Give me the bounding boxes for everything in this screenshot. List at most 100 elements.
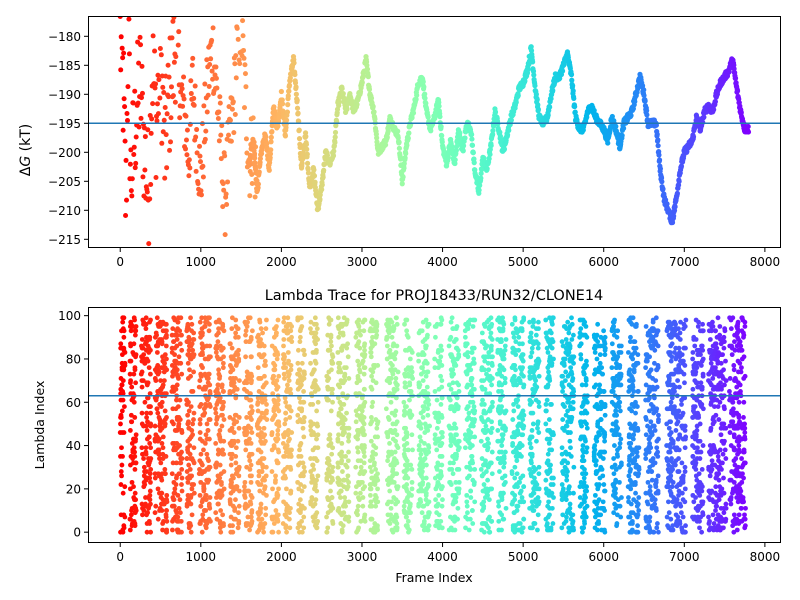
lambda-point — [285, 369, 291, 375]
lambda-point — [271, 521, 277, 526]
dg-point — [257, 156, 263, 162]
lambda-point — [228, 369, 234, 375]
dg-point — [171, 59, 177, 65]
dg-point — [531, 72, 537, 78]
lambda-point — [259, 397, 265, 403]
dg-point — [660, 186, 666, 192]
lambda-point — [174, 510, 180, 516]
dg-point — [282, 133, 289, 139]
lambda-point — [296, 371, 302, 377]
lambda-point — [448, 443, 454, 448]
lambda-point — [215, 501, 221, 507]
lambda-point — [368, 516, 374, 522]
lambda-point — [213, 410, 219, 416]
lambda-point — [404, 328, 410, 334]
lambda-point — [132, 503, 138, 509]
lambda-point — [256, 425, 262, 431]
lambda-point — [242, 484, 247, 490]
lambda-point — [204, 436, 210, 442]
lambda-point — [191, 417, 196, 422]
lambda-point — [386, 376, 392, 381]
lambda-point — [450, 471, 456, 477]
lambda-point — [330, 399, 335, 405]
lambda-point — [256, 516, 262, 522]
lambda-point — [215, 382, 221, 388]
lambda-point — [358, 332, 363, 338]
lambda-point — [355, 373, 361, 379]
lambda-point — [232, 412, 238, 418]
lambda-point — [281, 365, 286, 371]
lambda-point — [163, 334, 168, 340]
lambda-point — [220, 447, 225, 453]
lambda-point — [327, 432, 333, 438]
dg-point — [460, 148, 466, 154]
lambda-point — [353, 484, 359, 490]
lambda-point — [464, 492, 470, 498]
lambda-point — [439, 453, 445, 459]
lambda-point — [362, 469, 368, 474]
lambda-point — [360, 486, 366, 492]
lambda-point — [133, 460, 139, 466]
dg-point — [139, 90, 145, 96]
lambda-point — [154, 434, 160, 440]
lambda-point — [483, 458, 488, 464]
lambda-point — [426, 512, 431, 518]
dg-point — [486, 156, 492, 162]
lambda-point — [456, 389, 462, 394]
dg-point — [150, 101, 156, 107]
lambda-point — [353, 408, 359, 414]
lambda-point — [128, 319, 134, 325]
lambda-point — [436, 436, 441, 442]
dg-point — [609, 113, 615, 120]
lambda-point — [273, 347, 279, 353]
lambda-point — [437, 360, 442, 366]
lambda-point — [133, 380, 139, 386]
dg-point — [641, 92, 647, 99]
dg-point — [183, 113, 189, 119]
dg-point — [548, 96, 554, 102]
lambda-point — [170, 527, 175, 533]
lambda-point — [308, 326, 313, 332]
lambda-point — [236, 518, 242, 524]
dg-point — [404, 142, 410, 148]
lambda-point — [185, 479, 191, 485]
lambda-point — [246, 453, 252, 459]
lambda-point — [262, 373, 267, 379]
lambda-point — [189, 341, 195, 347]
lambda-point — [311, 334, 317, 340]
dg-point — [276, 114, 282, 121]
lambda-point — [328, 488, 333, 494]
lambda-point — [241, 380, 247, 386]
lambda-point — [455, 406, 461, 412]
lambda-point — [468, 423, 474, 429]
lambda-point — [315, 518, 321, 524]
lambda-point — [427, 423, 433, 429]
dg-point — [198, 188, 204, 194]
lambda-point — [408, 389, 414, 394]
lambda-point — [230, 354, 236, 360]
lambda-point — [357, 490, 363, 496]
lambda-point — [236, 503, 242, 509]
lambda-point — [344, 464, 350, 470]
lambda-point — [466, 527, 472, 533]
lambda-point — [297, 497, 303, 503]
lambda-point — [407, 397, 412, 403]
lambda-point — [297, 328, 303, 334]
lambda-point — [372, 434, 378, 440]
lambda-point — [384, 356, 390, 362]
dg-point — [175, 9, 180, 14]
dg-point — [656, 152, 662, 158]
lambda-point — [336, 505, 342, 511]
lambda-point — [463, 514, 469, 520]
lambda-point — [198, 334, 203, 340]
dg-point — [732, 75, 739, 81]
lambda-point — [248, 441, 254, 446]
dg-point — [445, 154, 451, 160]
lambda-point — [255, 408, 261, 414]
lambda-point — [418, 451, 424, 457]
x-tick-label: 4000 — [427, 255, 458, 269]
lambda-point — [355, 449, 361, 455]
lambda-point — [471, 360, 477, 366]
lambda-point — [479, 367, 485, 373]
dg-point — [332, 129, 339, 136]
